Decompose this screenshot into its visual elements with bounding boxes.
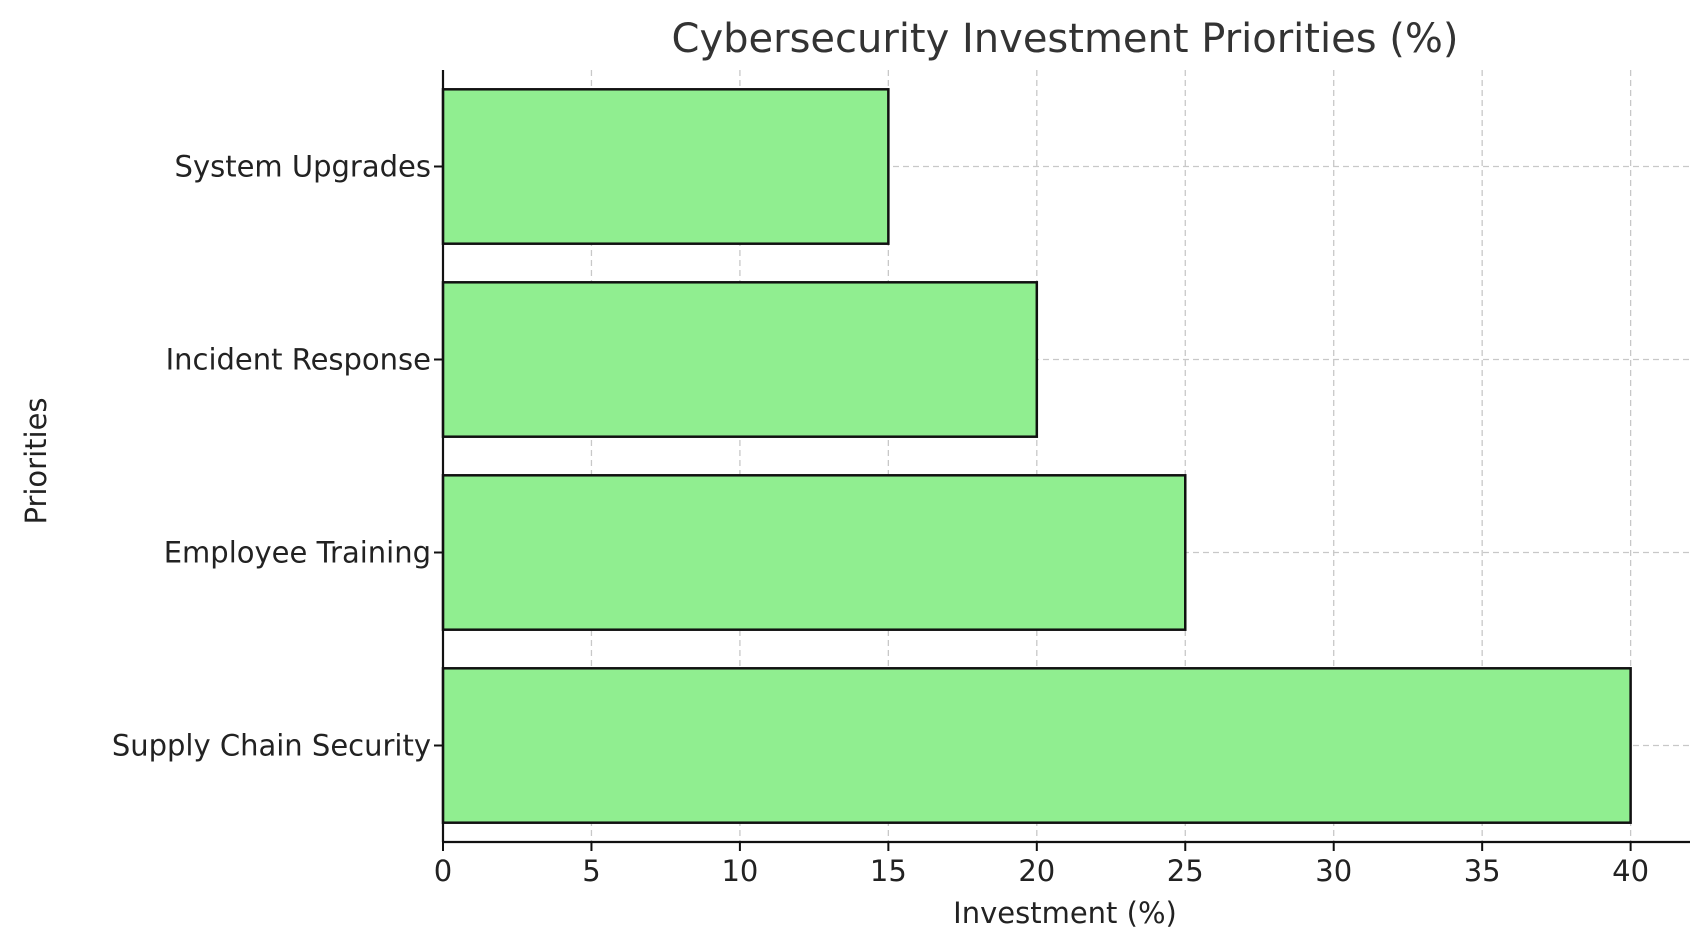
y-category-label: Supply Chain Security [112, 729, 431, 763]
bar-layer [441, 88, 1632, 824]
bar-system-upgrades[interactable] [441, 88, 890, 245]
x-tick-label: 5 [582, 854, 600, 888]
x-tick-label: 30 [1315, 854, 1352, 888]
x-tick-label: 25 [1167, 854, 1204, 888]
bar-supply-chain-security[interactable] [441, 667, 1632, 824]
y-category-label: Incident Response [166, 343, 431, 377]
category-label-layer: Supply Chain Security Employee Training In… [112, 150, 431, 763]
x-axis-label: Investment (%) [953, 896, 1177, 930]
x-tick-label: 10 [721, 854, 758, 888]
x-tick-label: 15 [870, 854, 907, 888]
y-axis-label: Priorities [19, 397, 53, 524]
y-category-label: Employee Training [164, 536, 431, 570]
x-tick-label: 0 [434, 854, 452, 888]
bar-employee-training[interactable] [441, 474, 1187, 631]
y-category-label: System Upgrades [175, 150, 431, 184]
bar-incident-response[interactable] [441, 281, 1039, 438]
chart-title: Cybersecurity Investment Priorities (%) [672, 16, 1459, 62]
x-tick-label: 20 [1018, 854, 1055, 888]
tick-layer: 0 5 10 15 20 25 30 35 40 [434, 165, 1649, 888]
x-tick-label: 40 [1612, 854, 1649, 888]
x-tick-label: 35 [1464, 854, 1501, 888]
